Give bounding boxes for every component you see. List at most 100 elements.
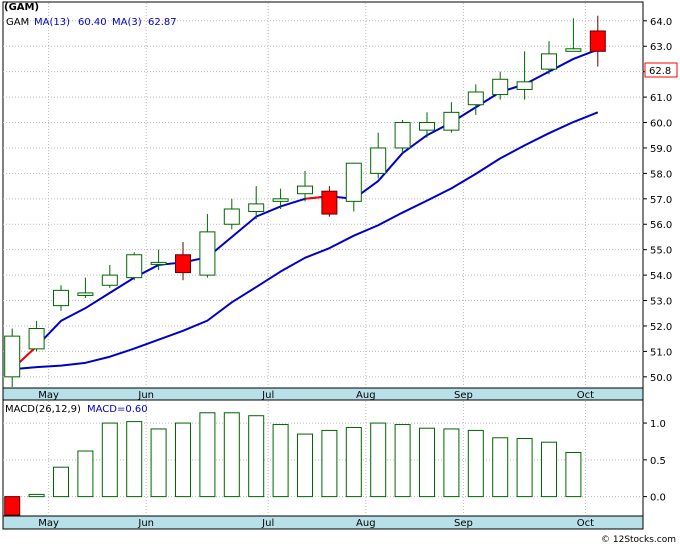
candle bbox=[175, 242, 191, 281]
price-month-label: Aug bbox=[356, 390, 376, 401]
legend-ma13-label: MA(13) bbox=[34, 17, 70, 28]
candle bbox=[53, 285, 69, 311]
macd-x-axis-strip bbox=[2, 515, 644, 530]
candle-body bbox=[589, 30, 606, 52]
candle bbox=[321, 186, 338, 217]
price-y-tick-label: 57.0 bbox=[650, 195, 672, 206]
candle bbox=[394, 119, 411, 154]
price-month-label: Jul bbox=[261, 390, 274, 401]
candle bbox=[565, 18, 582, 52]
price-y-tick-label: 53.0 bbox=[650, 297, 672, 308]
price-y-tick-label: 61.0 bbox=[650, 93, 672, 104]
macd-bar bbox=[77, 450, 94, 498]
candle-body bbox=[516, 81, 533, 90]
legend-macd-params: MACD(26,12,9) bbox=[5, 404, 81, 415]
candle-body bbox=[541, 53, 557, 70]
macd-y-tick-label: 0.5 bbox=[650, 456, 666, 467]
macd-bar bbox=[28, 493, 45, 498]
candlesticks bbox=[4, 15, 606, 387]
candle bbox=[77, 277, 94, 298]
price-y-tick-label: 54.0 bbox=[650, 271, 672, 282]
legend-ma3-label: MA(3) bbox=[112, 17, 142, 28]
candle bbox=[492, 71, 509, 100]
price-y-tick-label: 51.0 bbox=[650, 347, 672, 358]
macd-bar bbox=[223, 412, 240, 498]
candle-body bbox=[272, 198, 289, 202]
price-y-tick-label: 56.0 bbox=[650, 220, 672, 231]
macd-bar bbox=[419, 427, 435, 498]
candle bbox=[297, 170, 313, 202]
macd-month-label: Aug bbox=[356, 518, 376, 529]
candle bbox=[272, 188, 289, 209]
macd-bar bbox=[53, 466, 69, 498]
candle bbox=[541, 41, 557, 75]
price-grid bbox=[3, 3, 643, 387]
candle-body bbox=[492, 78, 509, 96]
macd-y-axis: 0.0 0.5 1.0 bbox=[643, 419, 666, 504]
candle bbox=[199, 214, 216, 278]
candle-body bbox=[370, 147, 387, 174]
macd-bar bbox=[492, 437, 509, 498]
candle-body bbox=[321, 190, 338, 215]
price-x-axis-strip bbox=[2, 387, 644, 401]
legend-macd-value: MACD=0.60 bbox=[87, 404, 148, 415]
macd-month-label: Oct bbox=[577, 518, 594, 529]
candle bbox=[28, 320, 45, 352]
copyright-footer: © 12Stocks.com bbox=[601, 535, 676, 545]
price-legend: (GAM) GAM MA(13) 60.40 MA(3) 62.87 bbox=[4, 2, 177, 28]
ma13-polyline bbox=[12, 111, 599, 371]
macd-bar bbox=[370, 422, 387, 498]
candle-body bbox=[394, 122, 411, 149]
candle bbox=[345, 162, 362, 212]
ma13-line bbox=[12, 111, 599, 371]
macd-month-label: Jul bbox=[261, 518, 274, 529]
candle-body bbox=[345, 162, 362, 202]
candle-body bbox=[101, 274, 118, 286]
price-month-label: Oct bbox=[577, 390, 594, 401]
macd-bar bbox=[175, 422, 191, 498]
last-price-tag: 62.8 bbox=[644, 62, 678, 78]
macd-bar bbox=[248, 415, 265, 498]
macd-bar bbox=[541, 441, 557, 498]
candle bbox=[126, 252, 143, 281]
candle-body bbox=[150, 261, 167, 265]
macd-bar bbox=[272, 424, 289, 498]
price-x-axis: May Jun Jul Aug Sep Oct bbox=[38, 390, 594, 401]
macd-bar bbox=[345, 426, 362, 498]
candle-body bbox=[4, 335, 21, 378]
symbol-label: (GAM) bbox=[4, 2, 39, 13]
candle-body bbox=[248, 203, 265, 213]
macd-bar bbox=[321, 429, 338, 498]
candle bbox=[370, 132, 387, 179]
macd-bar bbox=[297, 433, 313, 498]
candle-body bbox=[419, 122, 435, 131]
price-y-tick-label: 64.0 bbox=[650, 17, 672, 28]
price-y-tick-label: 50.0 bbox=[650, 373, 672, 384]
macd-bars bbox=[4, 412, 582, 516]
candle bbox=[443, 102, 460, 133]
price-month-label: May bbox=[38, 390, 59, 401]
last-price-label: 62.8 bbox=[649, 66, 671, 77]
macd-bar bbox=[199, 412, 216, 498]
legend-ma13-value: 60.40 bbox=[78, 17, 107, 28]
macd-month-label: Sep bbox=[454, 518, 473, 529]
candle bbox=[150, 249, 167, 271]
candle-body bbox=[565, 48, 582, 52]
macd-legend: MACD(26,12,9) MACD=0.60 bbox=[5, 404, 148, 415]
candle bbox=[467, 84, 484, 115]
macd-bar bbox=[565, 451, 582, 498]
candle bbox=[101, 264, 118, 288]
macd-month-label: Jun bbox=[137, 518, 154, 529]
macd-month-label: May bbox=[38, 518, 59, 529]
candle-body bbox=[443, 111, 460, 131]
macd-bar bbox=[394, 424, 411, 498]
macd-bar bbox=[516, 438, 533, 498]
macd-y-tick-label: 1.0 bbox=[650, 419, 666, 430]
macd-x-axis: May Jun Jul Aug Sep Oct bbox=[38, 518, 594, 529]
candle-body bbox=[223, 208, 240, 225]
price-y-tick-label: 55.0 bbox=[650, 246, 672, 257]
price-month-label: Jun bbox=[137, 390, 154, 401]
candle-body bbox=[126, 254, 143, 279]
price-y-tick-label: 52.0 bbox=[650, 322, 672, 333]
